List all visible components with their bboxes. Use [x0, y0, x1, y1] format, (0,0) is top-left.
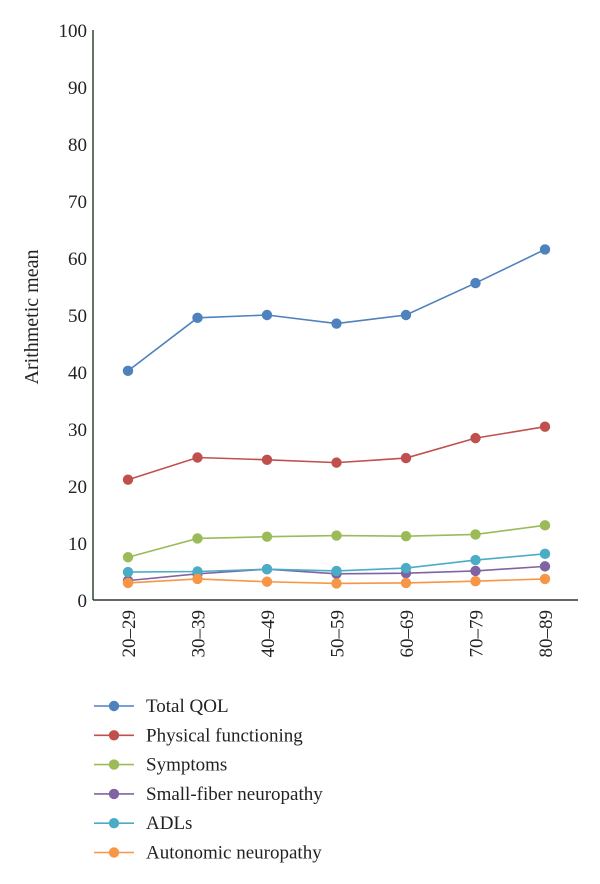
legend-item: Total QOL — [94, 696, 229, 717]
y-tick-label: 10 — [68, 534, 87, 555]
legend-item: Autonomic neuropathy — [94, 843, 322, 864]
x-tick-label: 30–39 — [189, 610, 210, 658]
y-tick-label: 60 — [68, 249, 87, 270]
series-line — [127, 524, 546, 559]
y-tick-label: 100 — [59, 21, 88, 42]
data-point — [331, 318, 342, 329]
data-point — [192, 452, 203, 463]
y-tick-label: 0 — [78, 591, 88, 612]
data-point — [539, 520, 551, 531]
y-tick-label: 90 — [68, 78, 87, 99]
data-point — [539, 573, 551, 585]
data-point — [539, 548, 551, 560]
legend: Total QOL Physical functioning Symptoms Sma… — [94, 696, 323, 864]
data-point — [192, 573, 203, 585]
data-point — [400, 309, 412, 321]
legend-item: Symptoms — [94, 755, 227, 776]
data-point — [331, 457, 342, 468]
data-point — [400, 530, 412, 542]
y-tick-label: 70 — [68, 192, 87, 213]
x-tick-label: 20–29 — [119, 610, 140, 658]
data-point — [192, 566, 203, 577]
y-tick-label: 50 — [68, 306, 87, 327]
data-point — [122, 577, 134, 589]
data-point — [122, 566, 134, 578]
series-line — [127, 425, 546, 481]
data-point — [122, 552, 134, 563]
legend-marker — [108, 730, 120, 741]
x-tick-label: 60–69 — [397, 610, 418, 658]
legend-item: Physical functioning — [94, 725, 303, 746]
legend-marker — [108, 818, 120, 829]
data-point — [261, 564, 273, 575]
y-axis-ticks: 0 10 20 30 40 50 60 70 80 90 100 — [59, 21, 88, 612]
data-point — [470, 575, 481, 587]
data-point — [400, 452, 412, 464]
series-line — [127, 248, 546, 372]
x-tick-label: 40–49 — [258, 610, 279, 658]
data-point — [261, 531, 273, 542]
x-tick-label: 70–79 — [467, 610, 488, 658]
data-point — [261, 309, 273, 321]
x-tick-label: 50–59 — [328, 610, 349, 658]
legend-label: Small-fiber neuropathy — [146, 784, 323, 805]
data-point — [470, 277, 481, 289]
data-point — [122, 365, 134, 377]
y-tick-label: 40 — [68, 363, 87, 384]
data-point — [122, 474, 134, 485]
data-point — [331, 565, 342, 577]
data-point — [400, 562, 412, 574]
legend-label: ADLs — [146, 813, 192, 834]
data-point — [400, 577, 412, 589]
data-point — [192, 533, 203, 544]
y-tick-label: 30 — [68, 420, 87, 441]
legend-item: Small-fiber neuropathy — [94, 784, 323, 805]
series-adls — [122, 548, 551, 578]
data-point — [470, 529, 481, 540]
legend-marker — [108, 700, 120, 712]
data-point — [539, 244, 551, 255]
y-tick-label: 80 — [68, 135, 87, 156]
x-axis-ticks: 20–29 30–39 40–49 50–59 60–69 70–79 80–89 — [119, 610, 557, 658]
data-point — [261, 454, 273, 465]
data-point — [192, 312, 203, 324]
data-point — [470, 432, 481, 444]
data-point — [331, 530, 342, 541]
legend-label: Symptoms — [146, 755, 227, 776]
legend-label: Total QOL — [146, 696, 229, 717]
y-axis-title: Arithmetic mean — [21, 250, 43, 385]
data-point — [261, 576, 273, 587]
y-tick-label: 20 — [68, 477, 87, 498]
series-physical-functioning — [122, 421, 551, 485]
x-tick-label: 80–89 — [536, 610, 557, 658]
legend-item: ADLs — [94, 813, 192, 834]
data-point — [539, 421, 551, 432]
legend-marker — [108, 847, 120, 858]
legend-label: Physical functioning — [146, 725, 303, 746]
series-group — [122, 244, 551, 589]
legend-label: Autonomic neuropathy — [146, 843, 322, 864]
series-symptoms — [122, 520, 551, 563]
legend-marker — [108, 759, 120, 770]
data-point — [470, 554, 481, 566]
data-point — [331, 578, 342, 589]
series-autonomic-neuropathy — [122, 573, 551, 589]
legend-marker — [108, 788, 120, 800]
series-total-qol — [122, 244, 551, 377]
data-point — [539, 561, 551, 572]
data-point — [470, 565, 481, 577]
